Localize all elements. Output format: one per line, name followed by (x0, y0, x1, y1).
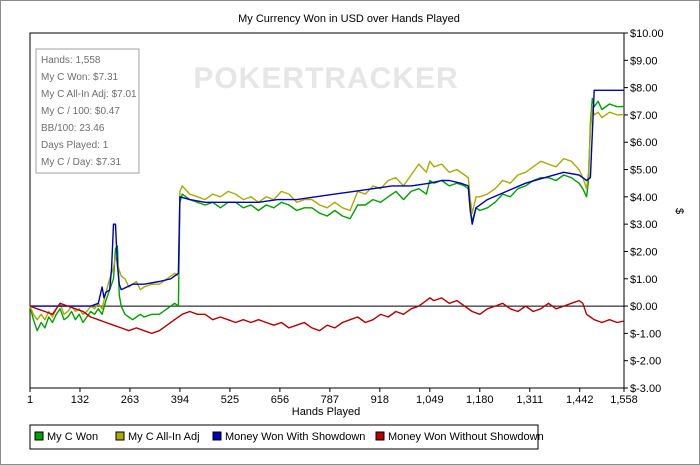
y-tick-label: $8.00 (630, 83, 658, 95)
stats-line: Hands: 1,558 (41, 55, 101, 66)
legend-swatch-with-showdown (212, 431, 222, 441)
x-tick-label: 656 (271, 394, 289, 406)
stats-line: BB/100: 23.46 (41, 123, 105, 134)
chart-title: My Currency Won in USD over Hands Played (238, 13, 460, 25)
legend-swatch-my-c-won (34, 431, 44, 441)
series-line-money-won-with-showdown (30, 89, 624, 307)
y-tick-label: $3.00 (630, 219, 658, 231)
y-tick-label: $2.00 (630, 246, 658, 258)
x-tick-label: 132 (71, 394, 89, 406)
y-tick-label: $1.00 (630, 274, 658, 286)
legend-label-with-showdown: Money Won With Showdown (225, 431, 365, 443)
y-axis: $-3.00 $-2.00 $-1.00 $0.00 $1.00 $2.00 $3.00 $4… (624, 28, 664, 395)
x-tick-label: 525 (221, 394, 239, 406)
legend-label-without-showdown: Money Won Without Showdown (388, 431, 544, 443)
series-line-my-c-won (29, 97, 625, 332)
stats-line: My C / 100: $0.47 (41, 106, 120, 117)
y-tick-label: $0.00 (630, 301, 658, 313)
y-tick-label: $-1.00 (630, 328, 661, 340)
stats-line: My C Won: $7.31 (41, 72, 119, 83)
legend-swatch-all-in-adj (115, 431, 125, 441)
x-tick-label: 1 (27, 394, 33, 406)
y-tick-label: $-2.00 (630, 356, 661, 368)
y-tick-label: $10.00 (630, 28, 664, 40)
x-tick-label: 1,442 (566, 394, 594, 406)
stats-line: Days Played: 1 (41, 140, 109, 151)
y-axis-title: $ (673, 208, 685, 214)
y-tick-label: $5.00 (630, 165, 658, 177)
stats-box: Hands: 1,558 My C Won: $7.31 My C All-In… (35, 48, 140, 174)
x-tick-label: 1,311 (516, 394, 543, 406)
x-axis: 1 132 263 394 525 656 787 918 1,049 1,180 1,311 1,4… (27, 388, 638, 406)
y-tick-label: $6.00 (630, 137, 658, 149)
legend-label-all-in-adj: My C All-In Adj (128, 431, 200, 443)
y-tick-label: $9.00 (630, 55, 658, 67)
stats-line: My C / Day: $7.31 (41, 157, 121, 168)
x-tick-label: 394 (171, 394, 189, 406)
x-tick-label: 263 (121, 394, 139, 406)
legend: My C Won My C All-In Adj Money Won With … (29, 424, 544, 450)
x-tick-label: 1,180 (466, 394, 494, 406)
x-tick-label: 1,049 (416, 394, 444, 406)
legend-frame (29, 424, 539, 450)
x-axis-title: Hands Played (292, 406, 361, 418)
plot-area (29, 32, 625, 389)
y-tick-label: $7.00 (630, 110, 658, 122)
series-layer (29, 89, 625, 335)
watermark-logo: POKERTRACKER (193, 62, 458, 95)
x-tick-label: 1,558 (610, 394, 638, 406)
y-tick-label: $4.00 (630, 192, 658, 204)
y-tick-label: $-3.00 (630, 383, 661, 395)
x-tick-label: 918 (371, 394, 389, 406)
series-line-money-won-without-showdown (29, 297, 625, 335)
legend-swatch-without-showdown (375, 431, 385, 441)
stats-line: My C All-In Adj: $7.01 (41, 89, 137, 100)
series-line-my-c-all-in-adj (29, 106, 625, 321)
legend-label-my-c-won: My C Won (47, 431, 98, 443)
stats-box-frame (35, 48, 140, 174)
x-tick-label: 787 (321, 394, 339, 406)
